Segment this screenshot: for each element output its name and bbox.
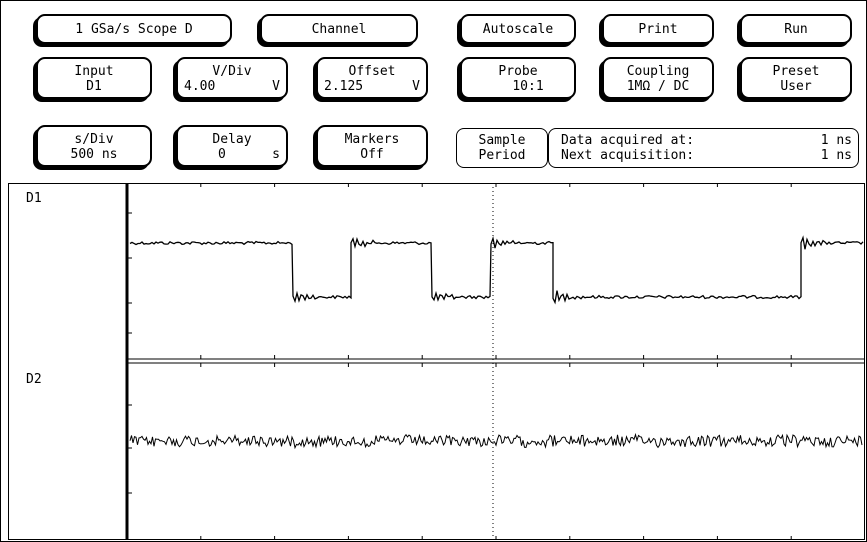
data-acquired-value: 1 ns [820, 133, 852, 148]
offset-unit: V [412, 79, 420, 94]
next-acquisition-label: Next acquisition: [561, 148, 695, 163]
sample-label: Sample [478, 133, 526, 148]
markers-label: Markers [344, 132, 400, 147]
autoscale-button[interactable]: Autoscale [460, 14, 576, 44]
channel-label: Channel [311, 21, 367, 37]
input-label: Input [74, 64, 114, 79]
tick-marks [126, 183, 865, 540]
seconds-per-div-label: s/Div [74, 132, 114, 147]
channel-label-d1: D1 [26, 191, 42, 206]
preset-value: User [780, 79, 812, 94]
coupling-value: 1MΩ / DC [626, 79, 690, 94]
trace-d1 [129, 235, 864, 305]
channel-button[interactable]: Channel [260, 14, 418, 44]
offset-button[interactable]: Offset 2.125 V [316, 57, 428, 99]
acquisition-info-panel: Data acquired at: 1 ns Next acquisition:… [548, 128, 859, 168]
delay-button[interactable]: Delay 0 s [176, 125, 288, 167]
print-button[interactable]: Print [602, 14, 714, 44]
probe-label: Probe [498, 64, 538, 79]
seconds-per-div-button[interactable]: s/Div 500 ns [36, 125, 152, 167]
scope-menu-label: 1 GSa/s Scope D [75, 21, 193, 37]
coupling-button[interactable]: Coupling 1MΩ / DC [602, 57, 714, 99]
autoscale-label: Autoscale [482, 21, 554, 37]
markers-button[interactable]: Markers Off [316, 125, 428, 167]
data-acquired-label: Data acquired at: [561, 133, 695, 148]
sample-period-button[interactable]: Sample Period [456, 128, 548, 168]
offset-value: 2.125 [324, 79, 364, 94]
delay-unit: s [272, 147, 280, 162]
waveform-display [8, 183, 865, 540]
offset-label: Offset [348, 64, 396, 79]
period-label: Period [478, 148, 526, 163]
volts-per-div-value: 4.00 [184, 79, 216, 94]
markers-value: Off [360, 147, 384, 162]
coupling-label: Coupling [626, 64, 690, 79]
trace-d2 [129, 432, 863, 450]
volts-per-div-button[interactable]: V/Div 4.00 V [176, 57, 288, 99]
plot-border [8, 183, 865, 540]
print-label: Print [638, 21, 678, 37]
input-value: D1 [86, 79, 102, 94]
channel-label-d2: D2 [26, 372, 42, 387]
input-button[interactable]: Input D1 [36, 57, 152, 99]
delay-value: 0 [218, 147, 226, 162]
probe-value: 10:1 [512, 79, 544, 94]
preset-label: Preset [772, 64, 820, 79]
scope-menu-button[interactable]: 1 GSa/s Scope D [36, 14, 232, 44]
run-button[interactable]: Run [740, 14, 852, 44]
run-label: Run [784, 21, 808, 37]
next-acquisition-value: 1 ns [820, 148, 852, 163]
probe-button[interactable]: Probe 10:1 [460, 57, 576, 99]
volts-per-div-label: V/Div [212, 64, 252, 79]
preset-button[interactable]: Preset User [740, 57, 852, 99]
delay-label: Delay [212, 132, 252, 147]
volts-per-div-unit: V [272, 79, 280, 94]
seconds-per-div-value: 500 ns [70, 147, 118, 162]
